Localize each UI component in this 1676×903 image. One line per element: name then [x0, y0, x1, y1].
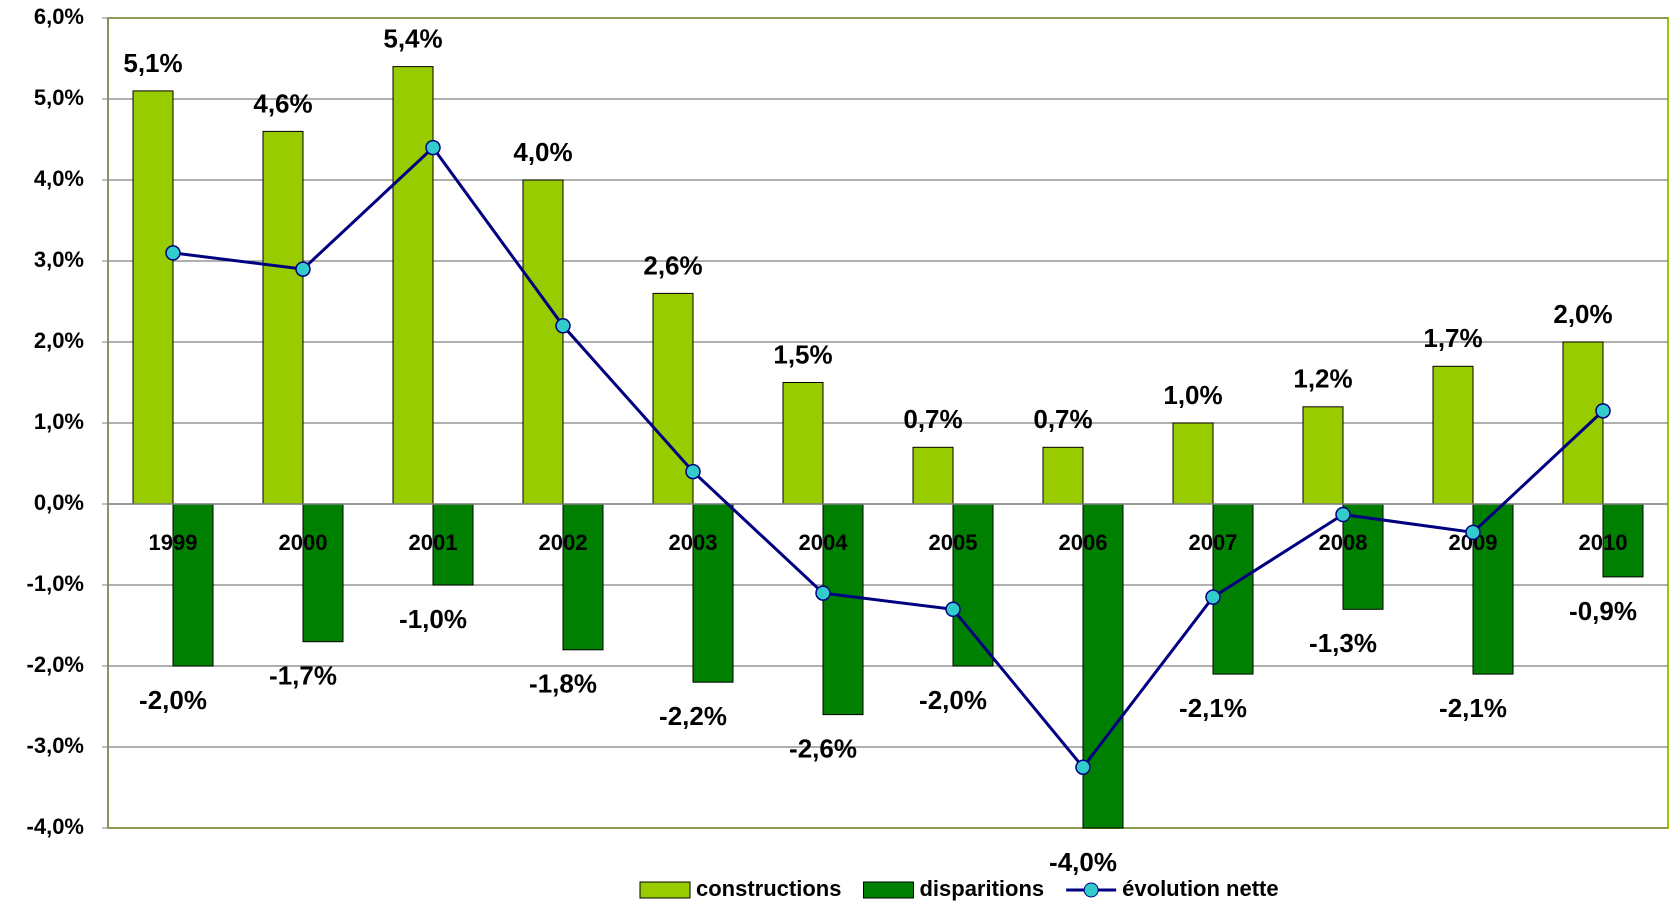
data-label: -2,1% [1439, 693, 1507, 723]
y-tick-label: 3,0% [34, 247, 84, 272]
marker [946, 602, 960, 616]
data-label: 5,1% [123, 48, 182, 78]
data-label: -1,3% [1309, 628, 1377, 658]
bar [563, 504, 603, 650]
marker [816, 586, 830, 600]
legend-label: constructions [696, 876, 841, 901]
x-tick-label: 2002 [539, 530, 588, 555]
marker [686, 465, 700, 479]
data-label: 0,7% [1033, 404, 1092, 434]
x-tick-label: 2008 [1319, 530, 1368, 555]
data-label: 4,0% [513, 137, 572, 167]
data-label: -2,0% [919, 685, 987, 715]
bar [913, 447, 953, 504]
y-tick-label: -3,0% [27, 733, 84, 758]
y-tick-label: 1,0% [34, 409, 84, 434]
data-label: 1,7% [1423, 323, 1482, 353]
data-label: -2,2% [659, 701, 727, 731]
legend-swatch [863, 882, 913, 898]
bar [263, 131, 303, 504]
x-tick-label: 2006 [1059, 530, 1108, 555]
bar [1433, 366, 1473, 504]
data-label: -0,9% [1569, 596, 1637, 626]
data-label: -1,0% [399, 604, 467, 634]
data-label: 0,7% [903, 404, 962, 434]
bar [173, 504, 213, 666]
legend-label: disparitions [919, 876, 1044, 901]
y-tick-label: -1,0% [27, 571, 84, 596]
marker [296, 262, 310, 276]
data-label: -4,0% [1049, 847, 1117, 877]
x-tick-label: 2010 [1579, 530, 1628, 555]
legend-swatch [640, 882, 690, 898]
bar [783, 383, 823, 505]
y-tick-label: 6,0% [34, 4, 84, 29]
y-tick-label: 2,0% [34, 328, 84, 353]
legend-swatch [1084, 883, 1098, 897]
data-label: -2,6% [789, 733, 857, 763]
chart: -4,0% -3,0% -2,0% -1,0% 0,0% 1,0% 2,0% 3,0% 4,0%… [0, 0, 1676, 903]
marker [1336, 508, 1350, 522]
bar [523, 180, 563, 504]
data-label: 1,0% [1163, 380, 1222, 410]
bar [1563, 342, 1603, 504]
data-label: 1,5% [773, 339, 832, 369]
marker [1076, 760, 1090, 774]
y-tick-label: 0,0% [34, 490, 84, 515]
marker [1596, 404, 1610, 418]
y-tick-label: -2,0% [27, 652, 84, 677]
x-tick-label: 1999 [149, 530, 198, 555]
data-label: 2,0% [1553, 299, 1612, 329]
marker [166, 246, 180, 260]
bar [303, 504, 343, 642]
bar [1303, 407, 1343, 504]
data-label: -2,1% [1179, 693, 1247, 723]
marker [426, 141, 440, 155]
bar [1173, 423, 1213, 504]
data-label: 5,4% [383, 23, 442, 53]
data-label: 1,2% [1293, 364, 1352, 394]
data-label: -1,7% [269, 661, 337, 691]
marker [556, 319, 570, 333]
x-tick-label: 2001 [409, 530, 458, 555]
x-tick-label: 2007 [1189, 530, 1238, 555]
data-label: 2,6% [643, 250, 702, 280]
legend-label: évolution nette [1122, 876, 1278, 901]
data-label: -2,0% [139, 685, 207, 715]
x-tick-label: 2005 [929, 530, 978, 555]
marker [1206, 590, 1220, 604]
x-tick-label: 2000 [279, 530, 328, 555]
y-tick-label: -4,0% [27, 814, 84, 839]
y-tick-label: 5,0% [34, 85, 84, 110]
y-tick-label: 4,0% [34, 166, 84, 191]
bar [953, 504, 993, 666]
data-label: -1,8% [529, 669, 597, 699]
data-label: 4,6% [253, 88, 312, 118]
x-tick-label: 2003 [669, 530, 718, 555]
bar [133, 91, 173, 504]
x-tick-label: 2004 [799, 530, 849, 555]
bar [393, 67, 433, 504]
marker [1466, 525, 1480, 539]
bar [1043, 447, 1083, 504]
